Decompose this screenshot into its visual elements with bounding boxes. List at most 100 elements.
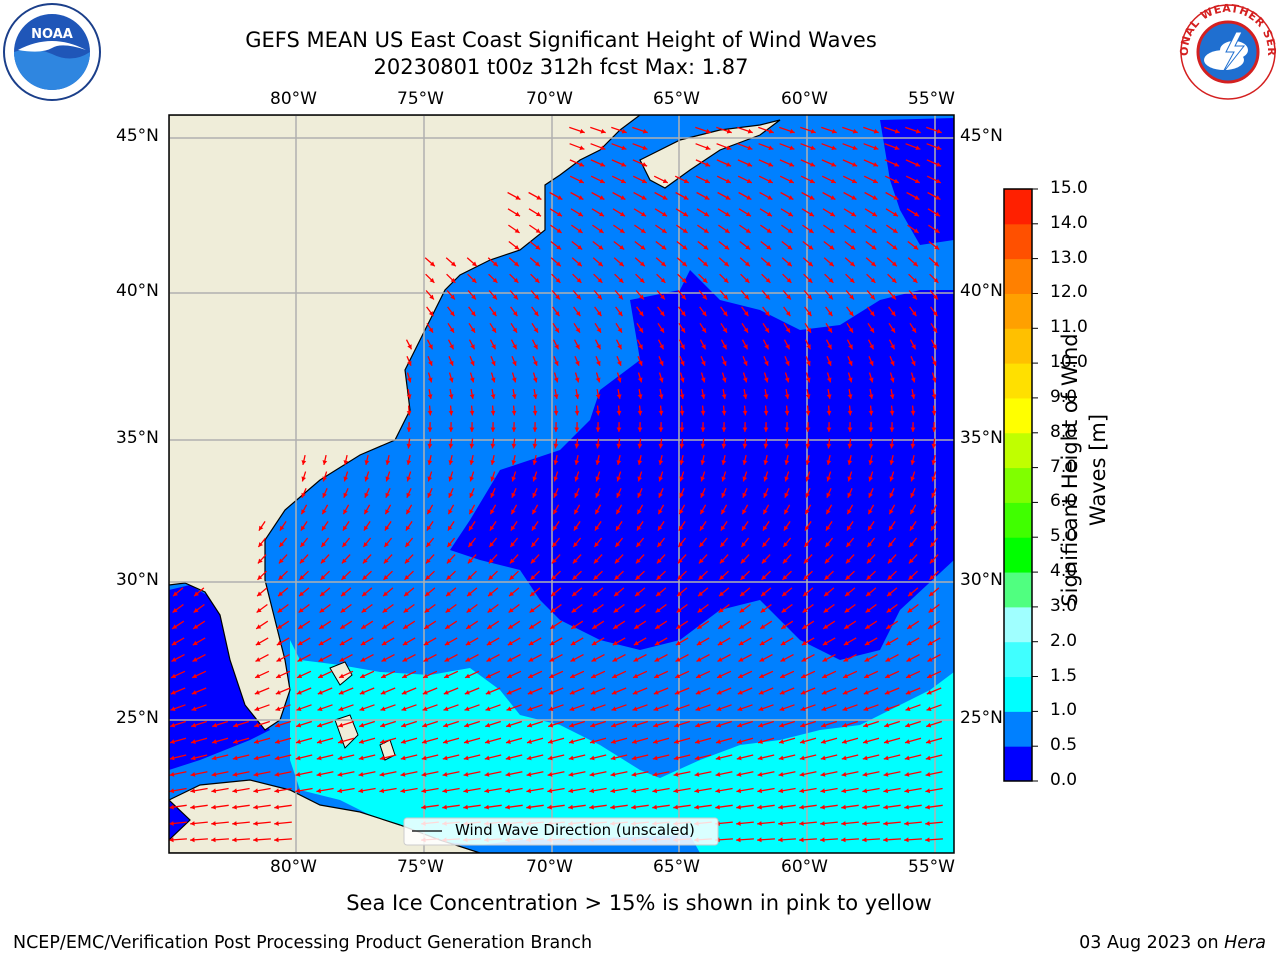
wind-wave-arrow-head xyxy=(296,739,301,744)
wind-wave-arrow-head xyxy=(363,542,368,547)
wind-wave-arrow-head xyxy=(491,344,496,350)
wind-wave-arrow-head xyxy=(736,755,742,761)
wind-wave-arrow-head xyxy=(406,427,412,432)
wind-wave-arrow-head xyxy=(889,509,894,515)
colorbar-tick-label: 12.0 xyxy=(1050,282,1088,303)
wind-wave-arrow-head xyxy=(642,128,648,134)
wind-wave-arrow-head xyxy=(427,509,432,515)
wind-wave-arrow-head xyxy=(380,722,386,728)
lat-tick-left-30n: 30°N xyxy=(116,570,159,590)
wind-wave-arrow-head xyxy=(742,443,748,449)
wind-wave-arrow-head xyxy=(445,624,451,629)
wind-wave-arrow-head xyxy=(804,525,810,531)
wind-wave-arrow-head xyxy=(934,245,940,250)
wind-wave-arrow-head xyxy=(765,278,771,283)
wind-wave-arrow-head xyxy=(615,525,621,531)
wind-wave-arrow-head xyxy=(489,525,495,531)
wind-wave-arrow-head xyxy=(192,657,198,662)
wind-wave-arrow-head xyxy=(850,228,856,233)
wind-wave-arrow-head xyxy=(296,690,302,695)
wind-wave-arrow-head xyxy=(191,690,197,695)
wind-wave-arrow-head xyxy=(747,128,753,134)
wind-wave-arrow-head xyxy=(211,755,217,761)
wind-wave-arrow-head xyxy=(864,673,870,678)
wind-wave-arrow-head xyxy=(653,722,659,728)
wind-wave-arrow-head xyxy=(784,492,789,498)
wind-wave-arrow-head xyxy=(596,344,601,350)
wind-wave-arrow-head xyxy=(256,624,262,629)
wind-wave-arrow-head xyxy=(637,427,643,432)
wind-wave-arrow-head xyxy=(593,575,599,580)
wind-wave-arrow-head xyxy=(929,591,934,597)
wind-wave-arrow-head xyxy=(341,558,347,564)
wind-wave-arrow-head xyxy=(446,575,452,580)
wind-wave-arrow-head xyxy=(656,591,661,597)
wind-wave-arrow-head xyxy=(768,145,774,150)
wind-wave-arrow-head xyxy=(927,657,933,662)
wind-wave-arrow-head xyxy=(530,591,535,597)
wind-wave-arrow-head xyxy=(380,706,386,711)
wind-wave-arrow-head xyxy=(448,443,454,449)
wind-wave-arrow-head xyxy=(574,492,579,498)
wind-wave-arrow-head xyxy=(736,772,742,777)
wind-wave-arrow-head xyxy=(659,344,664,350)
wind-wave-arrow-head xyxy=(659,311,665,317)
wind-wave-arrow-head xyxy=(469,410,475,416)
wind-wave-arrow-head xyxy=(448,394,454,399)
wind-wave-arrow-head xyxy=(595,509,600,515)
wind-wave-arrow-head xyxy=(467,558,473,564)
wind-wave-arrow-head xyxy=(912,294,917,300)
wind-wave-arrow-head xyxy=(869,360,874,366)
wind-wave-arrow-head xyxy=(526,804,531,810)
wind-wave-arrow-head xyxy=(890,344,895,350)
wind-wave-arrow-head xyxy=(936,162,942,167)
wind-wave-arrow-head xyxy=(758,706,764,711)
wind-wave-arrow-head xyxy=(617,327,622,333)
wind-wave-arrow-head xyxy=(169,821,174,826)
wind-wave-arrow-head xyxy=(469,476,474,482)
wind-wave-arrow-head xyxy=(404,591,409,597)
wind-wave-arrow-head xyxy=(637,460,643,465)
wind-wave-arrow-head xyxy=(867,542,872,547)
wind-wave-arrow-head xyxy=(892,228,898,233)
wind-wave-arrow-head xyxy=(423,673,429,678)
wind-wave-arrow-head xyxy=(534,278,540,283)
wind-wave-arrow-head xyxy=(490,427,496,432)
wind-wave-arrow-head xyxy=(594,542,599,547)
wind-wave-arrow-head xyxy=(338,706,344,711)
wind-wave-arrow-head xyxy=(906,657,912,662)
wind-wave-arrow-head xyxy=(721,509,726,515)
wind-wave-arrow-head xyxy=(862,755,868,761)
wind-wave-arrow-head xyxy=(568,755,574,761)
wind-wave-arrow-head xyxy=(757,804,762,810)
wind-wave-arrow-head xyxy=(679,427,685,432)
wind-wave-arrow-head xyxy=(889,476,894,482)
wind-wave-arrow-head xyxy=(491,360,496,366)
wind-wave-arrow-head xyxy=(761,558,767,564)
wind-wave-arrow-head xyxy=(257,558,263,564)
wind-wave-arrow-head xyxy=(719,575,725,580)
wind-wave-arrow-head xyxy=(673,772,679,777)
wind-wave-arrow-head xyxy=(449,311,455,317)
wind-wave-arrow-head xyxy=(317,722,323,728)
wind-wave-arrow-head xyxy=(779,722,785,728)
wind-wave-arrow-head xyxy=(425,591,430,597)
wind-wave-arrow-head xyxy=(530,558,536,564)
wind-wave-arrow-head xyxy=(429,278,435,283)
wind-wave-arrow-head xyxy=(779,690,785,695)
wind-wave-arrow-head xyxy=(745,228,751,233)
wind-wave-arrow-head xyxy=(470,311,476,317)
wind-wave-arrow-head xyxy=(717,673,723,678)
wind-wave-arrow-head xyxy=(510,525,516,531)
wind-wave-arrow-head xyxy=(883,772,889,777)
wind-wave-arrow-head xyxy=(890,311,896,317)
wind-wave-arrow-head xyxy=(358,755,364,761)
wind-wave-arrow-head xyxy=(787,228,793,233)
wind-wave-arrow-head xyxy=(931,427,937,432)
wind-wave-arrow-head xyxy=(278,558,284,564)
wind-wave-arrow-head xyxy=(576,278,582,283)
wind-wave-arrow-head xyxy=(892,245,898,250)
wind-wave-arrow-head xyxy=(742,377,748,383)
wind-wave-arrow-head xyxy=(385,509,390,515)
wind-wave-arrow-head xyxy=(401,706,407,711)
